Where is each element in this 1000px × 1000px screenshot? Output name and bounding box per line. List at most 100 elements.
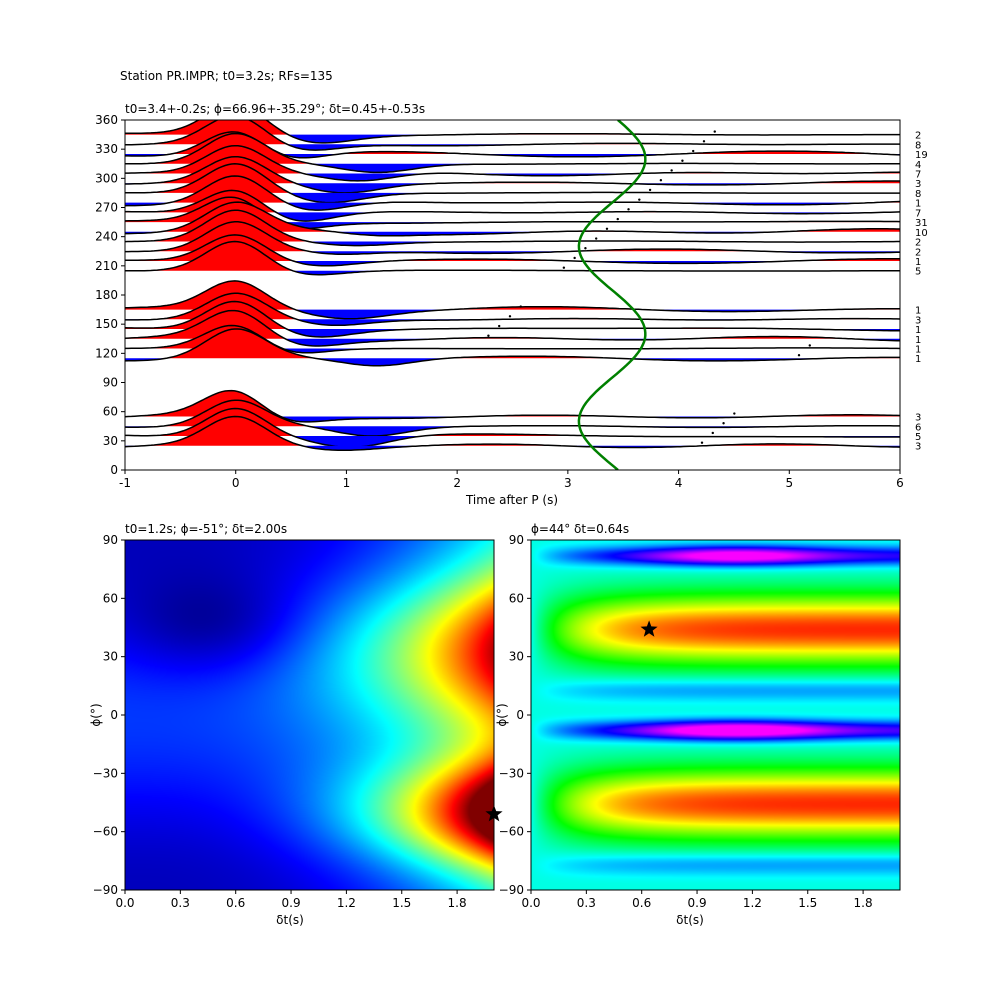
rf-count-label: 1 bbox=[915, 199, 921, 210]
rf-pick-dot bbox=[562, 266, 566, 269]
heatmap-right-title: ϕ=44° δt=0.64s bbox=[531, 522, 629, 536]
heatmap-y-tick: 0 bbox=[516, 708, 531, 722]
rf-count-label: 3 bbox=[915, 442, 921, 453]
heatmap-left bbox=[125, 540, 494, 890]
rf-y-tick: 330 bbox=[95, 142, 125, 156]
rf-x-axis-label: Time after P (s) bbox=[465, 493, 558, 507]
rf-y-tick-label: 210 bbox=[95, 259, 118, 273]
rf-negative-fill bbox=[125, 173, 900, 181]
heatmap-x-tick-label: 1.8 bbox=[448, 896, 467, 910]
heatmap-left-x-label: δt(s) bbox=[276, 913, 304, 927]
rf-count-label: 5 bbox=[915, 267, 921, 278]
rf-y-tick-label: 270 bbox=[95, 201, 118, 215]
rf-x-tick: 4 bbox=[675, 470, 683, 490]
rf-negative-fill bbox=[125, 183, 900, 193]
rf-x-tick: -1 bbox=[119, 470, 131, 490]
heatmap-right-x-label: δt(s) bbox=[676, 913, 704, 927]
rf-count-label: 31 bbox=[915, 218, 928, 229]
rf-x-tick-label: -1 bbox=[119, 476, 131, 490]
rf-positive-fill bbox=[125, 329, 900, 359]
heatmap-x-tick: 1.5 bbox=[392, 890, 411, 910]
heatmap-x-tick-label: 0.3 bbox=[577, 896, 596, 910]
rf-count-label: 3 bbox=[915, 179, 921, 190]
rf-y-tick: 90 bbox=[103, 376, 125, 390]
heatmap-x-tick-label: 0.6 bbox=[226, 896, 245, 910]
heatmap-y-tick: −60 bbox=[93, 825, 125, 839]
rf-trace-line bbox=[125, 240, 900, 276]
heatmap-y-tick-label: −60 bbox=[499, 825, 524, 839]
heatmap-x-tick: 0.6 bbox=[632, 890, 651, 910]
heatmap-x-tick-label: 1.2 bbox=[337, 896, 356, 910]
rf-count-label: 7 bbox=[915, 208, 921, 219]
heatmap-x-tick-label: 0.9 bbox=[282, 896, 301, 910]
rf-pick-dot bbox=[497, 324, 501, 328]
rf-count-label: 7 bbox=[915, 169, 921, 180]
heatmap-left-y-label: ϕ(°) bbox=[89, 703, 103, 726]
rf-negative-fill bbox=[125, 192, 900, 203]
rf-y-tick-label: 360 bbox=[95, 113, 118, 127]
heatmap-y-tick-label: 90 bbox=[509, 533, 524, 547]
rf-y-tick: 210 bbox=[95, 259, 125, 273]
heatmap-right-y-label: ϕ(°) bbox=[495, 703, 509, 726]
heatmap-left-ticks: 0.0 0.3 0.6 0.9 1.2 1.5 1.8 −90 −60 −30 0 30 60 90 bbox=[93, 533, 467, 910]
heatmap-y-tick: −90 bbox=[93, 883, 125, 897]
rf-y-tick: 240 bbox=[95, 230, 125, 244]
heatmap-y-tick: 30 bbox=[509, 650, 531, 664]
rf-y-tick-label: 120 bbox=[95, 346, 118, 360]
heatmap-y-tick-label: −30 bbox=[93, 766, 118, 780]
rf-x-ticks: -1 0 1 2 3 4 5 6 bbox=[119, 470, 904, 490]
rf-y-tick: 30 bbox=[103, 434, 125, 448]
rf-count-label: 8 bbox=[915, 140, 921, 151]
rf-y-tick-label: 330 bbox=[95, 142, 118, 156]
heatmap-y-tick-label: 30 bbox=[509, 650, 524, 664]
rf-pick-dot bbox=[595, 237, 598, 240]
heatmap-x-tick: 1.8 bbox=[448, 890, 467, 910]
rf-trace-line bbox=[125, 120, 900, 151]
rf-y-tick: 120 bbox=[95, 346, 125, 360]
rf-pick-dot bbox=[692, 149, 695, 153]
rf-pick-dot bbox=[584, 247, 587, 250]
heatmap-y-tick: −30 bbox=[93, 766, 125, 780]
heatmap-y-tick-label: 0 bbox=[110, 708, 118, 722]
rf-negative-fill bbox=[125, 338, 900, 346]
rf-negative-fill bbox=[125, 416, 900, 422]
rf-count-label: 1 bbox=[915, 354, 921, 365]
rf-trace-line bbox=[125, 189, 900, 222]
rf-x-tick-label: 4 bbox=[675, 476, 683, 490]
rf-pick-dot bbox=[670, 169, 673, 172]
rf-pick-dot bbox=[659, 178, 663, 182]
rf-x-tick: 0 bbox=[232, 470, 240, 490]
rf-negative-fill bbox=[125, 260, 900, 266]
star-marker bbox=[485, 805, 503, 822]
rf-pick-dot bbox=[797, 353, 801, 357]
heatmap-y-tick: 90 bbox=[509, 533, 531, 547]
rf-count-label: 10 bbox=[915, 228, 928, 239]
heatmap-y-tick: 90 bbox=[103, 533, 125, 547]
rf-y-tick-label: 300 bbox=[95, 171, 118, 185]
rf-trace-line bbox=[125, 144, 900, 182]
heatmap-x-tick-label: 1.8 bbox=[854, 896, 873, 910]
heatmap-y-tick: 0 bbox=[110, 708, 125, 722]
rf-y-tick-label: 90 bbox=[103, 376, 118, 390]
rf-pick-dot bbox=[487, 334, 490, 337]
star-marker-right bbox=[640, 620, 658, 637]
rf-pick-dot bbox=[627, 208, 630, 211]
heatmap-x-tick: 0.6 bbox=[226, 890, 245, 910]
heatmap-y-tick-label: −60 bbox=[93, 825, 118, 839]
rf-negative-fill bbox=[125, 435, 900, 448]
heatmap-right-panel: ϕ=44° δt=0.64s 0.0 0.3 0.6 0.9 1.2 1.5 1.8 −90 −… bbox=[495, 522, 901, 927]
rf-y-tick: 360 bbox=[95, 113, 125, 127]
rf-trace-line bbox=[125, 132, 900, 174]
heatmap-y-tick: 30 bbox=[103, 650, 125, 664]
rf-count-label: 1 bbox=[915, 306, 921, 317]
rf-pick-dot bbox=[519, 305, 522, 308]
heatmap-x-tick: 0.9 bbox=[688, 890, 707, 910]
rf-y-tick-label: 150 bbox=[95, 317, 118, 331]
heatmap-y-tick-label: 30 bbox=[103, 650, 118, 664]
rf-negative-fill bbox=[125, 270, 900, 275]
rf-y-tick-label: 240 bbox=[95, 230, 118, 244]
heatmap-y-tick-label: 60 bbox=[103, 591, 118, 605]
heatmap-x-tick: 1.5 bbox=[798, 890, 817, 910]
rf-negative-fill bbox=[125, 144, 900, 151]
